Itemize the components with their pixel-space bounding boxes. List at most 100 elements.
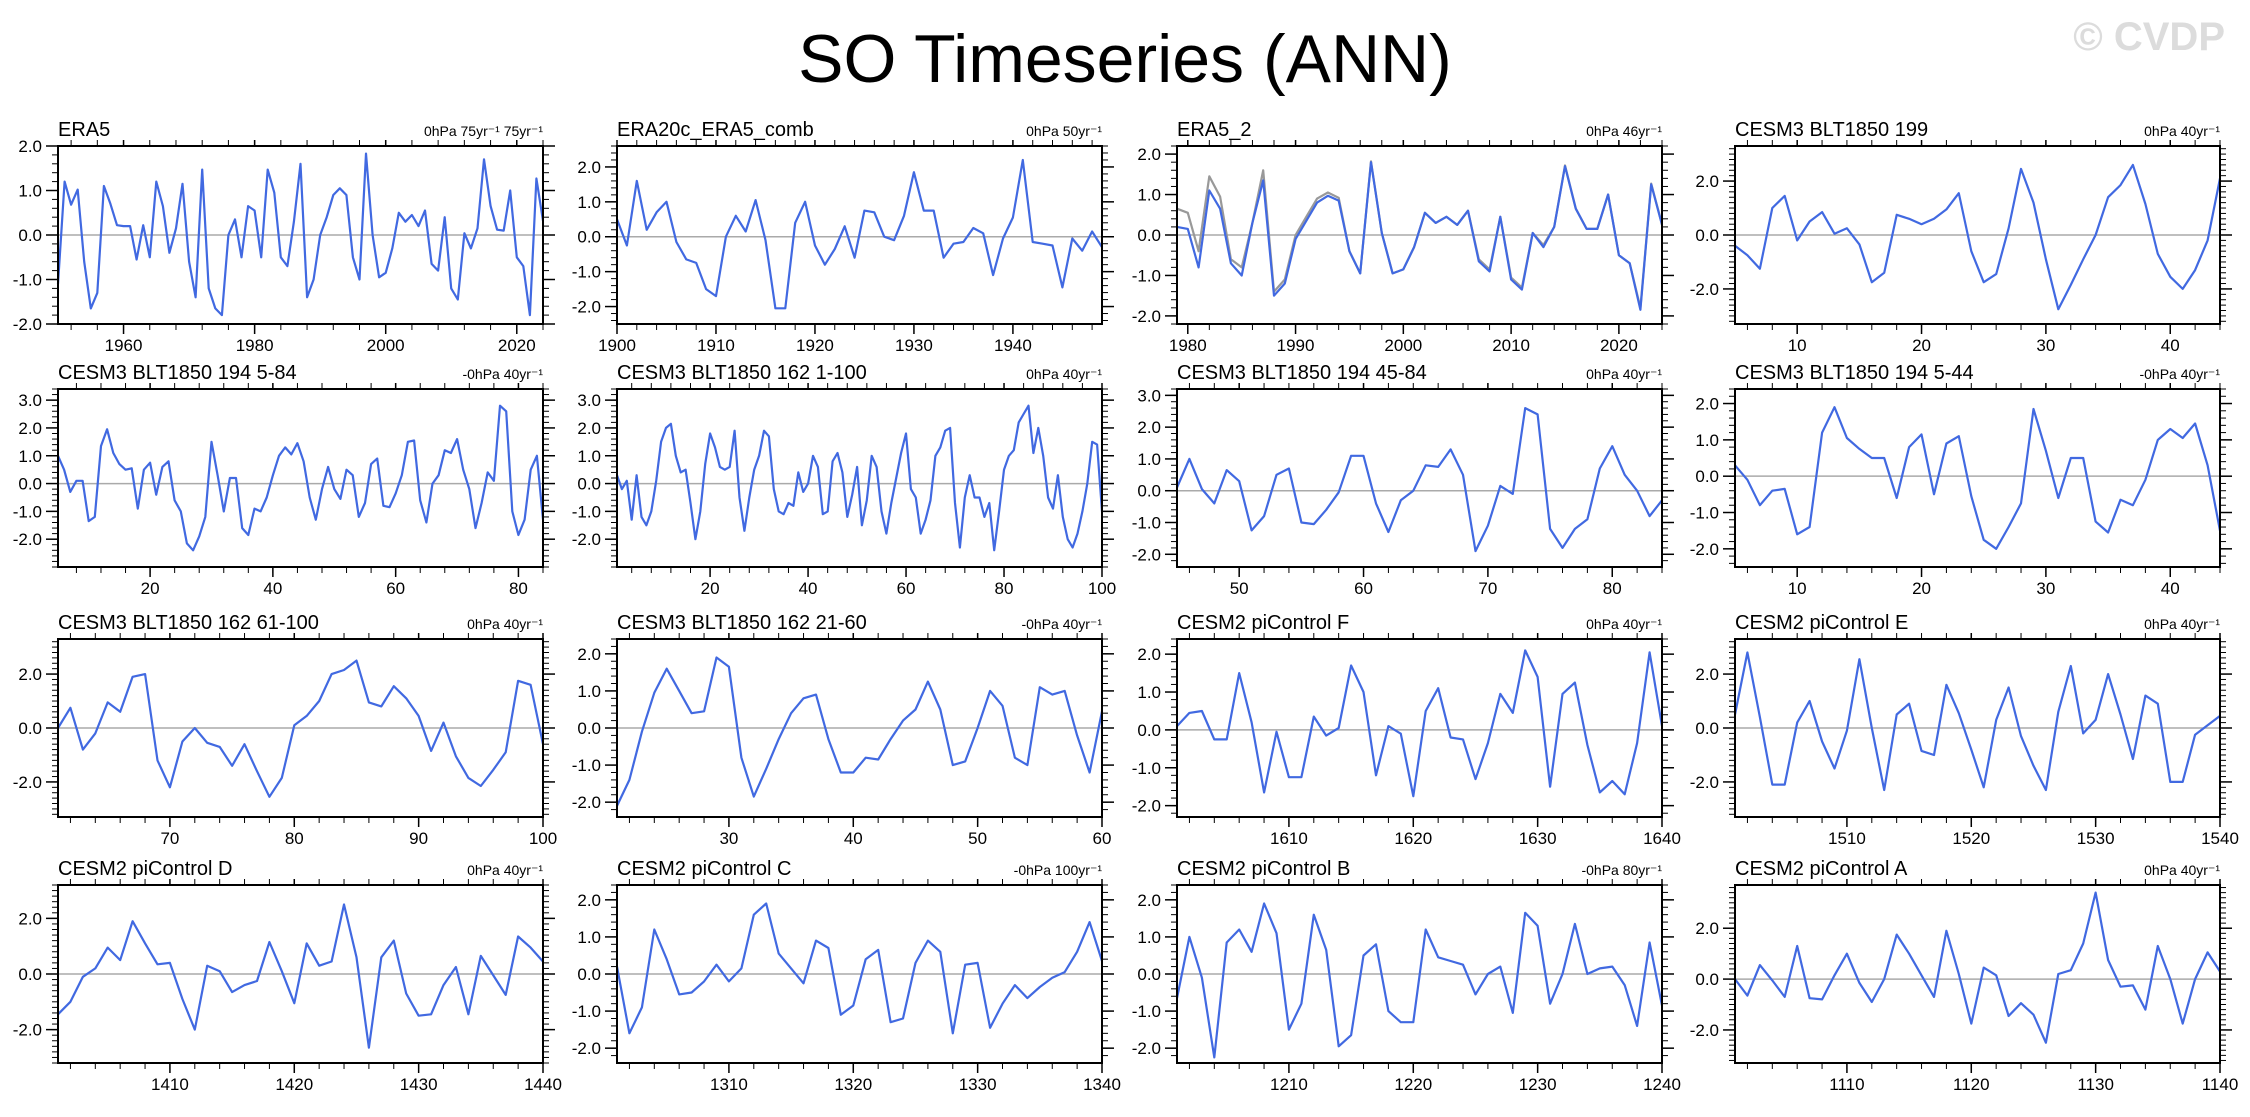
x-tick-label: 70 (160, 829, 179, 848)
plot-frame (1176, 388, 1663, 568)
x-tick-label: 50 (968, 829, 987, 848)
y-tick-label: 1.0 (1137, 928, 1161, 947)
panel-title: ERA20c_ERA5_comb (617, 119, 814, 141)
x-tick-label: 40 (2161, 336, 2180, 355)
x-tick-label: 1430 (400, 1075, 438, 1094)
x-tick-label: 20 (1912, 579, 1931, 598)
x-tick-label: 1510 (1828, 829, 1866, 848)
x-tick-label: 1930 (895, 336, 933, 355)
y-tick-label: -1.0 (1132, 266, 1161, 285)
series-line (1734, 406, 2222, 550)
y-tick-label: 2.0 (18, 909, 42, 928)
series-line (1175, 407, 1663, 553)
panel-title: CESM2 piControl F (1177, 612, 1349, 634)
x-tick-label: 20 (701, 579, 720, 598)
panel-title: CESM3 BLT1850 194 5-44 (1735, 362, 1974, 384)
panel-title: CESM3 BLT1850 199 (1735, 119, 1928, 141)
plot-frame (1176, 145, 1663, 325)
series-line (56, 404, 545, 552)
x-tick-label: 2020 (498, 336, 536, 355)
panel-9: CESM3 BLT1850 162 61-100 0hPa 40yr⁻¹ -2.0 0… (13, 612, 557, 848)
x-tick-label: 90 (409, 829, 428, 848)
y-tick-label: -1.0 (13, 502, 42, 521)
panel-subtitle: -0hPa 40yr⁻¹ (1021, 616, 1102, 632)
panel-subtitle: -0hPa 40yr⁻¹ (2139, 366, 2220, 382)
y-tick-label: -1.0 (572, 263, 601, 282)
x-tick-label: 40 (799, 579, 818, 598)
y-tick-label: 2.0 (577, 891, 601, 910)
x-tick-label: 40 (844, 829, 863, 848)
y-tick-label: -2.0 (1690, 540, 1719, 559)
x-tick-label: 1130 (2077, 1075, 2114, 1094)
plot-frame (1176, 884, 1663, 1064)
panel-title: CESM2 piControl D (58, 858, 233, 880)
y-tick-label: -2.0 (1132, 307, 1161, 326)
y-tick-label: 2.0 (1695, 665, 1719, 684)
y-tick-label: 3.0 (1137, 386, 1161, 405)
x-tick-label: 1990 (1277, 336, 1315, 355)
panel-title: CESM3 BLT1850 162 21-60 (617, 612, 867, 634)
x-tick-label: 1140 (2202, 1075, 2239, 1094)
x-tick-label: 1240 (1643, 1075, 1681, 1094)
series-line (615, 404, 1104, 552)
series-line (56, 152, 545, 317)
y-tick-label: 2.0 (18, 419, 42, 438)
panel-title: CESM2 piControl E (1735, 612, 1908, 634)
y-tick-label: 0.0 (1695, 719, 1719, 738)
series-line (1175, 902, 1664, 1059)
series-line (615, 902, 1104, 1035)
x-tick-label: 10 (1788, 336, 1807, 355)
x-tick-label: 30 (2036, 579, 2055, 598)
plot-frame (616, 388, 1103, 568)
y-tick-label: 0.0 (577, 719, 601, 738)
x-tick-label: 1900 (598, 336, 636, 355)
y-tick-label: 1.0 (1137, 683, 1161, 702)
y-tick-label: -2.0 (13, 315, 42, 334)
plot-frame (57, 884, 544, 1064)
y-tick-label: 0.0 (18, 475, 42, 494)
x-tick-label: 80 (509, 579, 528, 598)
x-tick-label: 2010 (1492, 336, 1530, 355)
y-tick-label: -1.0 (1132, 759, 1161, 778)
y-tick-label: -2.0 (13, 530, 42, 549)
x-tick-label: 1210 (1270, 1075, 1308, 1094)
y-tick-label: 0.0 (1137, 226, 1161, 245)
y-tick-label: -2.0 (13, 773, 42, 792)
y-tick-label: -1.0 (1690, 504, 1719, 523)
panel-title: ERA5 (58, 119, 110, 141)
y-tick-label: 2.0 (577, 645, 601, 664)
figure-title: SO Timeseries (ANN) (798, 21, 1452, 97)
series-line (1176, 649, 1664, 798)
x-tick-label: 80 (1603, 579, 1622, 598)
panel-13: CESM2 piControl D 0hPa 40yr⁻¹ -2.0 0.0 2.0 14… (13, 858, 562, 1094)
x-tick-label: 2000 (1384, 336, 1422, 355)
y-tick-label: 0.0 (577, 228, 601, 247)
panel-title: CESM2 piControl B (1177, 858, 1350, 880)
x-tick-label: 1960 (105, 336, 143, 355)
y-tick-label: 1.0 (1137, 450, 1161, 469)
x-tick-label: 80 (285, 829, 304, 848)
panel-4: CESM3 BLT1850 199 0hPa 40yr⁻¹ -2.0 0.0 2.0 10… (1690, 119, 2232, 355)
y-tick-label: 2.0 (18, 665, 42, 684)
y-tick-label: 1.0 (18, 182, 42, 201)
panel-subtitle: 0hPa 40yr⁻¹ (2144, 616, 2220, 632)
y-tick-label: -1.0 (572, 756, 601, 775)
panel-12: CESM2 piControl E 0hPa 40yr⁻¹ -2.0 0.0 2.0 15… (1690, 612, 2239, 848)
panel-7: CESM3 BLT1850 194 45-84 0hPa 40yr⁻¹ -2.0 -1… (1132, 362, 1674, 598)
panel-title: CESM2 piControl A (1735, 858, 1908, 880)
y-tick-label: 1.0 (18, 447, 42, 466)
x-tick-label: 1980 (1169, 336, 1207, 355)
series-line (1734, 163, 2222, 311)
y-tick-label: 2.0 (18, 137, 42, 156)
y-tick-label: -2.0 (572, 298, 601, 317)
y-tick-label: 2.0 (1137, 145, 1161, 164)
x-tick-label: 60 (897, 579, 916, 598)
panel-5: CESM3 BLT1850 194 5-84 -0hPa 40yr⁻¹ -2.0 -1… (13, 362, 555, 598)
plot-frame (616, 884, 1103, 1064)
y-tick-label: 2.0 (1695, 172, 1719, 191)
panel-subtitle: 0hPa 50yr⁻¹ (1026, 123, 1102, 139)
x-tick-label: 1410 (151, 1075, 189, 1094)
x-tick-label: 1980 (236, 336, 274, 355)
y-tick-label: 0.0 (1695, 467, 1719, 486)
